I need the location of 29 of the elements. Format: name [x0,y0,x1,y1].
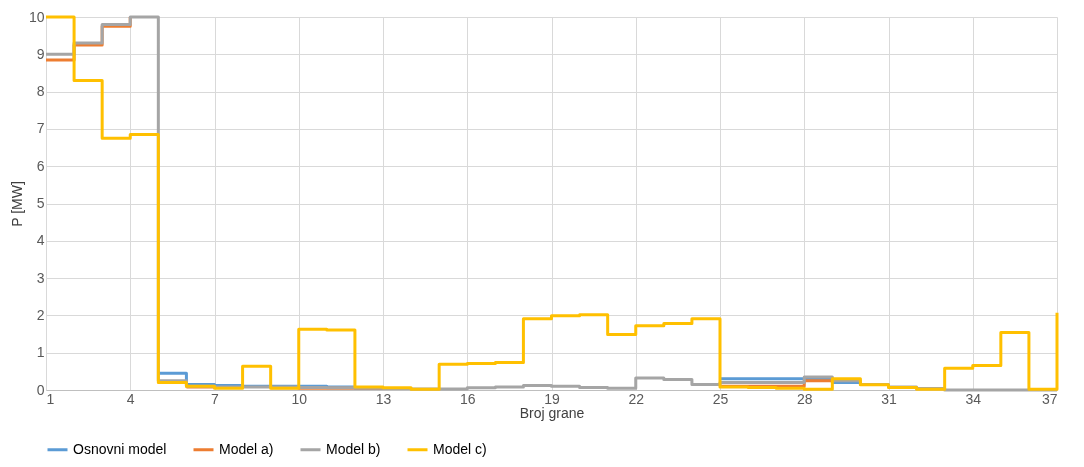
x-tick-label: 10 [291,390,308,407]
y-tick-label: 7 [36,120,45,137]
y-axis-title: P [MW] [8,181,25,227]
legend-label: Model a) [219,440,274,457]
y-tick-label: 9 [36,45,45,62]
y-tick-label: 10 [28,8,45,25]
y-tick-label: 6 [36,157,45,174]
y-tick-label: 3 [36,269,45,286]
x-tick-label: 7 [211,390,220,407]
x-tick-label: 25 [712,390,729,407]
legend-label: Model b) [326,440,381,457]
y-tick-label: 5 [36,195,45,211]
y-tick-label: 4 [36,232,45,249]
x-tick-label: 22 [628,390,645,407]
x-tick-label: 16 [459,390,476,407]
x-tick-label: 4 [126,390,135,407]
y-tick-label: 2 [36,306,45,323]
x-tick-label: 13 [375,390,392,407]
x-tick-label: 19 [544,390,560,407]
y-tick-label: 8 [36,83,45,100]
y-tick-label: 0 [36,381,45,398]
x-tick-label: 28 [796,390,813,407]
y-tick-label: 1 [36,344,45,361]
x-tick-label: 34 [965,390,982,407]
x-tick-label: 31 [881,390,897,407]
x-axis-title: Broj grane [519,404,585,421]
legend-label: Model c) [433,440,487,457]
x-tick-label: 37 [1041,390,1058,407]
legend-label: Osnovni model [73,440,167,457]
